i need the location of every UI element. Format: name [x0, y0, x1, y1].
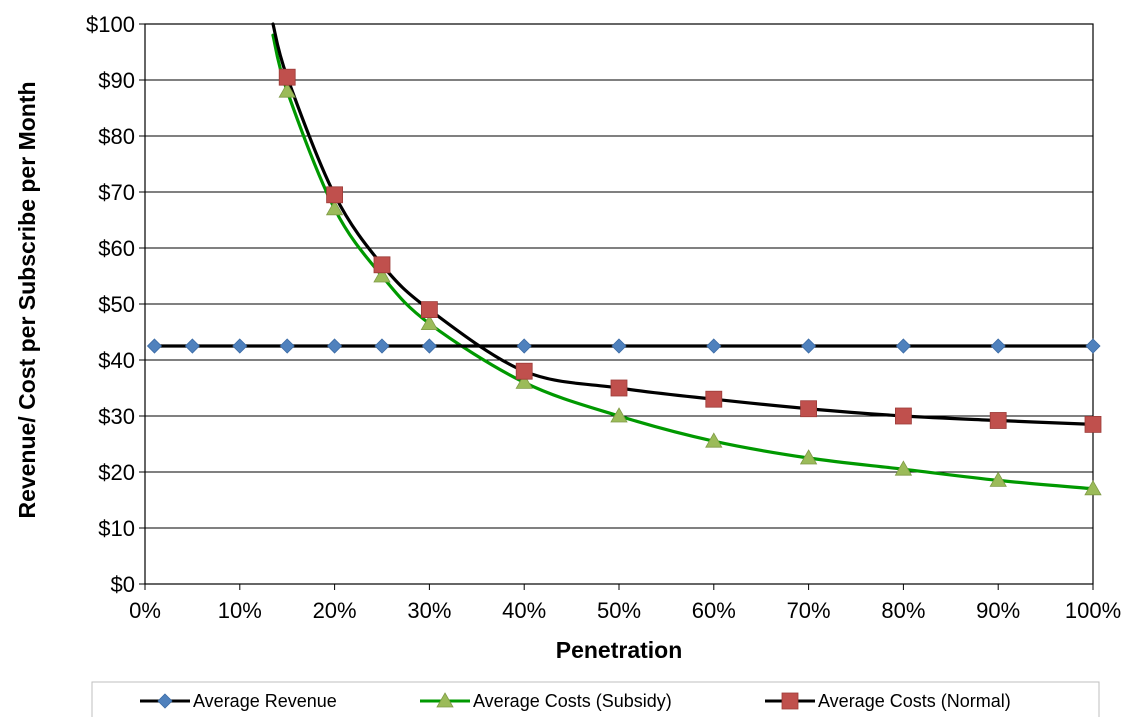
x-tick-label: 100%: [1065, 598, 1121, 623]
x-tick-label: 30%: [407, 598, 451, 623]
diamond-marker: [157, 693, 173, 709]
triangle-marker: [799, 449, 818, 465]
y-tick-label: $80: [98, 124, 135, 149]
y-tick-label: $0: [111, 572, 135, 597]
x-axis-ticks: 0% 10% 20% 30% 40% 50% 60% 70% 80% 90% 100%: [129, 584, 1121, 623]
series-markers: [146, 68, 1102, 496]
triangle-marker: [610, 407, 628, 423]
diamond-marker: [146, 338, 163, 354]
diamond-marker: [327, 338, 343, 354]
legend-label: Average Costs (Normal): [818, 691, 1011, 711]
diamond-marker: [421, 338, 437, 354]
square-marker: [515, 362, 533, 380]
diamond-marker: [516, 338, 532, 354]
x-tick-label: 20%: [313, 598, 357, 623]
diamond-marker: [232, 338, 248, 354]
x-tick-label: 10%: [218, 598, 262, 623]
square-marker: [420, 301, 438, 319]
x-tick-label: 50%: [597, 598, 641, 623]
y-axis-title: Revenue/ Cost per Subscribe per Month: [14, 81, 40, 518]
x-tick-label: 0%: [129, 598, 161, 623]
diamond-marker: [279, 338, 295, 354]
square-marker: [895, 407, 912, 425]
y-tick-label: $60: [98, 236, 135, 261]
y-axis-ticks: $0 $10 $20 $30 $40 $50 $60 $70 $80 $90 $100: [86, 12, 145, 597]
diamond-marker: [1085, 338, 1101, 354]
triangle-marker: [705, 432, 723, 448]
diamond-marker: [895, 338, 911, 354]
diamond-marker: [184, 338, 200, 354]
diamond-marker: [706, 338, 722, 354]
y-tick-label: $90: [98, 68, 135, 93]
y-tick-label: $40: [98, 348, 135, 373]
square-marker: [1084, 415, 1102, 433]
y-tick-label: $50: [98, 292, 135, 317]
x-tick-label: 60%: [692, 598, 736, 623]
legend-box: [91, 681, 1100, 717]
square-marker: [610, 379, 628, 397]
y-tick-label: $10: [98, 516, 135, 541]
y-tick-label: $100: [86, 12, 135, 37]
x-tick-label: 90%: [976, 598, 1020, 623]
triangle-marker: [436, 692, 454, 708]
diamond-marker: [801, 338, 817, 354]
triangle-marker: [373, 267, 391, 283]
triangle-marker: [1084, 479, 1102, 496]
x-tick-label: 70%: [787, 598, 831, 623]
y-tick-label: $20: [98, 460, 135, 485]
square-marker: [800, 400, 817, 418]
triangle-marker: [278, 82, 296, 98]
square-marker: [373, 256, 391, 274]
square-marker: [278, 68, 296, 86]
diamond-marker: [374, 338, 390, 354]
square-marker: [781, 692, 799, 710]
y-tick-label: $30: [98, 404, 135, 429]
diamond-marker: [990, 338, 1006, 354]
x-tick-label: 80%: [881, 598, 925, 623]
square-marker: [326, 186, 344, 204]
square-marker: [705, 390, 723, 408]
triangle-marker: [420, 314, 439, 331]
legend: Average Revenue Average Costs (Subsidy) Av…: [91, 681, 1100, 717]
y-tick-label: $70: [98, 180, 135, 205]
triangle-marker: [325, 199, 344, 216]
legend-label: Average Costs (Subsidy): [473, 691, 672, 711]
x-axis-title: Penetration: [556, 637, 683, 663]
diamond-marker: [611, 338, 627, 354]
triangle-marker: [515, 373, 533, 389]
x-tick-label: 40%: [502, 598, 546, 623]
legend-label: Average Revenue: [193, 691, 337, 711]
triangle-marker: [894, 460, 913, 476]
square-marker: [989, 412, 1007, 429]
gridlines: [145, 79, 1093, 529]
triangle-marker: [989, 471, 1007, 487]
